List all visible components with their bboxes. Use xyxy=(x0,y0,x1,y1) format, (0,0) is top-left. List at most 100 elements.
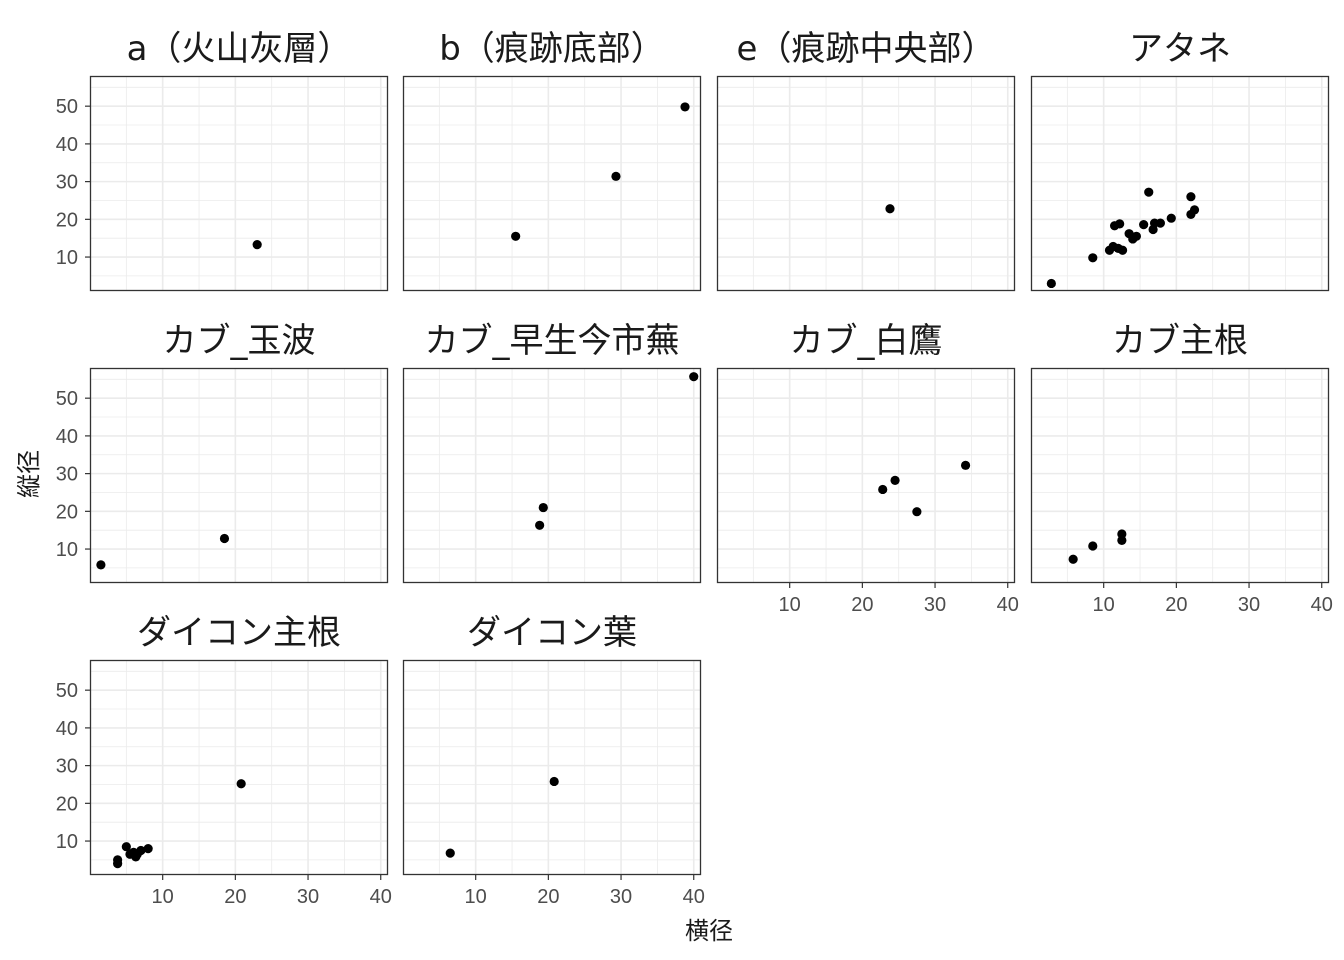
data-point xyxy=(511,231,521,241)
facet-panel: カブ_白鷹 10 20 30 40 xyxy=(716,321,1019,616)
facet-title: カブ_早生今市蕪 xyxy=(425,321,680,361)
data-point xyxy=(1144,187,1154,197)
data-point xyxy=(219,533,230,544)
x-tick-label: 40 xyxy=(997,594,1019,616)
panel-background xyxy=(403,368,701,583)
data-point xyxy=(1131,231,1141,241)
data-point xyxy=(1088,253,1098,263)
data-point xyxy=(1088,541,1098,551)
facet-panel: b（痕跡底部） xyxy=(402,29,702,292)
panel-border xyxy=(402,367,702,584)
panel-border xyxy=(89,75,389,292)
data-point xyxy=(680,102,690,112)
facet-title: b（痕跡底部） xyxy=(439,29,665,69)
data-point xyxy=(121,842,131,852)
x-tick-label: 10 xyxy=(465,886,487,908)
x-tick-label: 30 xyxy=(924,594,946,616)
data-point xyxy=(1117,535,1127,545)
x-axis-title: 横径 xyxy=(685,917,733,945)
data-point xyxy=(136,845,146,856)
data-point xyxy=(1189,205,1200,215)
facet-panel: カブ_早生今市蕪 xyxy=(402,321,702,584)
data-point xyxy=(890,475,900,486)
facet-title: カブ_玉波 xyxy=(163,321,316,361)
panels-layer: a（火山灰層） 10 20 30 40 50 b（痕跡底部） e（痕跡中央部） アタネカブ_玉波… xyxy=(56,29,1333,908)
facet-panel: e（痕跡中央部） xyxy=(716,29,1016,292)
data-point xyxy=(1117,529,1127,539)
data-point xyxy=(878,484,888,495)
data-point xyxy=(113,855,123,865)
data-point xyxy=(1046,278,1056,289)
panel-border xyxy=(89,367,389,584)
data-point xyxy=(1166,213,1176,223)
y-tick-label: 40 xyxy=(56,718,78,740)
panel-border xyxy=(402,659,702,876)
panel-background xyxy=(90,76,388,291)
facet-panel: ダイコン主根 10 20 30 40 50 10 20 30 40 xyxy=(56,613,392,908)
data-point xyxy=(445,848,455,858)
x-tick-label: 20 xyxy=(224,886,246,908)
panel-border xyxy=(402,75,702,292)
y-tick-label: 40 xyxy=(56,134,78,156)
panel-border xyxy=(716,367,1016,584)
x-tick-label: 40 xyxy=(683,886,705,908)
x-tick-label: 20 xyxy=(1165,594,1187,616)
data-point xyxy=(1186,192,1196,202)
data-point xyxy=(1117,245,1128,255)
data-point xyxy=(611,171,621,181)
data-point xyxy=(538,502,548,513)
panel-border xyxy=(1030,75,1330,292)
data-point xyxy=(960,460,971,470)
facet-panel: ダイコン葉 10 20 30 40 xyxy=(402,613,705,908)
y-tick-label: 10 xyxy=(56,539,78,561)
data-point xyxy=(1155,218,1165,228)
facet-panel: カブ主根 10 20 30 40 xyxy=(1030,321,1333,616)
data-point xyxy=(1115,219,1125,229)
data-point xyxy=(535,520,545,530)
x-tick-label: 30 xyxy=(297,886,319,908)
y-tick-label: 10 xyxy=(56,247,78,269)
y-tick-label: 30 xyxy=(56,172,78,194)
x-tick-label: 30 xyxy=(610,886,632,908)
data-point xyxy=(1139,220,1149,230)
facet-title: e（痕跡中央部） xyxy=(737,29,996,69)
panel-border xyxy=(716,75,1016,292)
facet-title: カブ主根 xyxy=(1112,321,1248,361)
x-tick-label: 10 xyxy=(779,594,801,616)
panel-background xyxy=(717,76,1015,291)
facet-panel: アタネ xyxy=(1030,29,1330,292)
data-point xyxy=(885,204,895,214)
facet-title: a（火山灰層） xyxy=(127,29,352,69)
data-point xyxy=(96,560,106,570)
y-tick-label: 30 xyxy=(56,756,78,778)
y-tick-label: 20 xyxy=(56,501,78,523)
data-point xyxy=(689,372,699,382)
panel-background xyxy=(403,76,701,291)
y-tick-label: 50 xyxy=(56,96,78,118)
x-tick-label: 20 xyxy=(851,594,873,616)
x-tick-label: 10 xyxy=(152,886,174,908)
x-tick-label: 40 xyxy=(1311,594,1333,616)
facet-title: アタネ xyxy=(1129,29,1231,69)
y-tick-label: 40 xyxy=(56,426,78,448)
x-tick-label: 20 xyxy=(537,886,559,908)
data-point xyxy=(143,843,153,854)
panel-background xyxy=(90,368,388,583)
y-tick-label: 30 xyxy=(56,464,78,486)
panel-background xyxy=(1031,368,1329,583)
facet-panel: a（火山灰層） 10 20 30 40 50 xyxy=(56,29,389,292)
facet-title: ダイコン葉 xyxy=(467,613,637,653)
data-point xyxy=(912,507,922,517)
panel-background xyxy=(1031,76,1329,291)
panel-border xyxy=(89,659,389,876)
y-tick-label: 20 xyxy=(56,209,78,231)
facet-panel: カブ_玉波 10 20 30 40 50 xyxy=(56,321,389,584)
data-point xyxy=(549,776,559,787)
y-tick-label: 50 xyxy=(56,388,78,410)
facet-title: カブ_白鷹 xyxy=(790,321,943,361)
data-point xyxy=(236,779,246,789)
x-tick-label: 30 xyxy=(1238,594,1260,616)
y-tick-label: 20 xyxy=(56,793,78,815)
y-tick-label: 50 xyxy=(56,680,78,702)
